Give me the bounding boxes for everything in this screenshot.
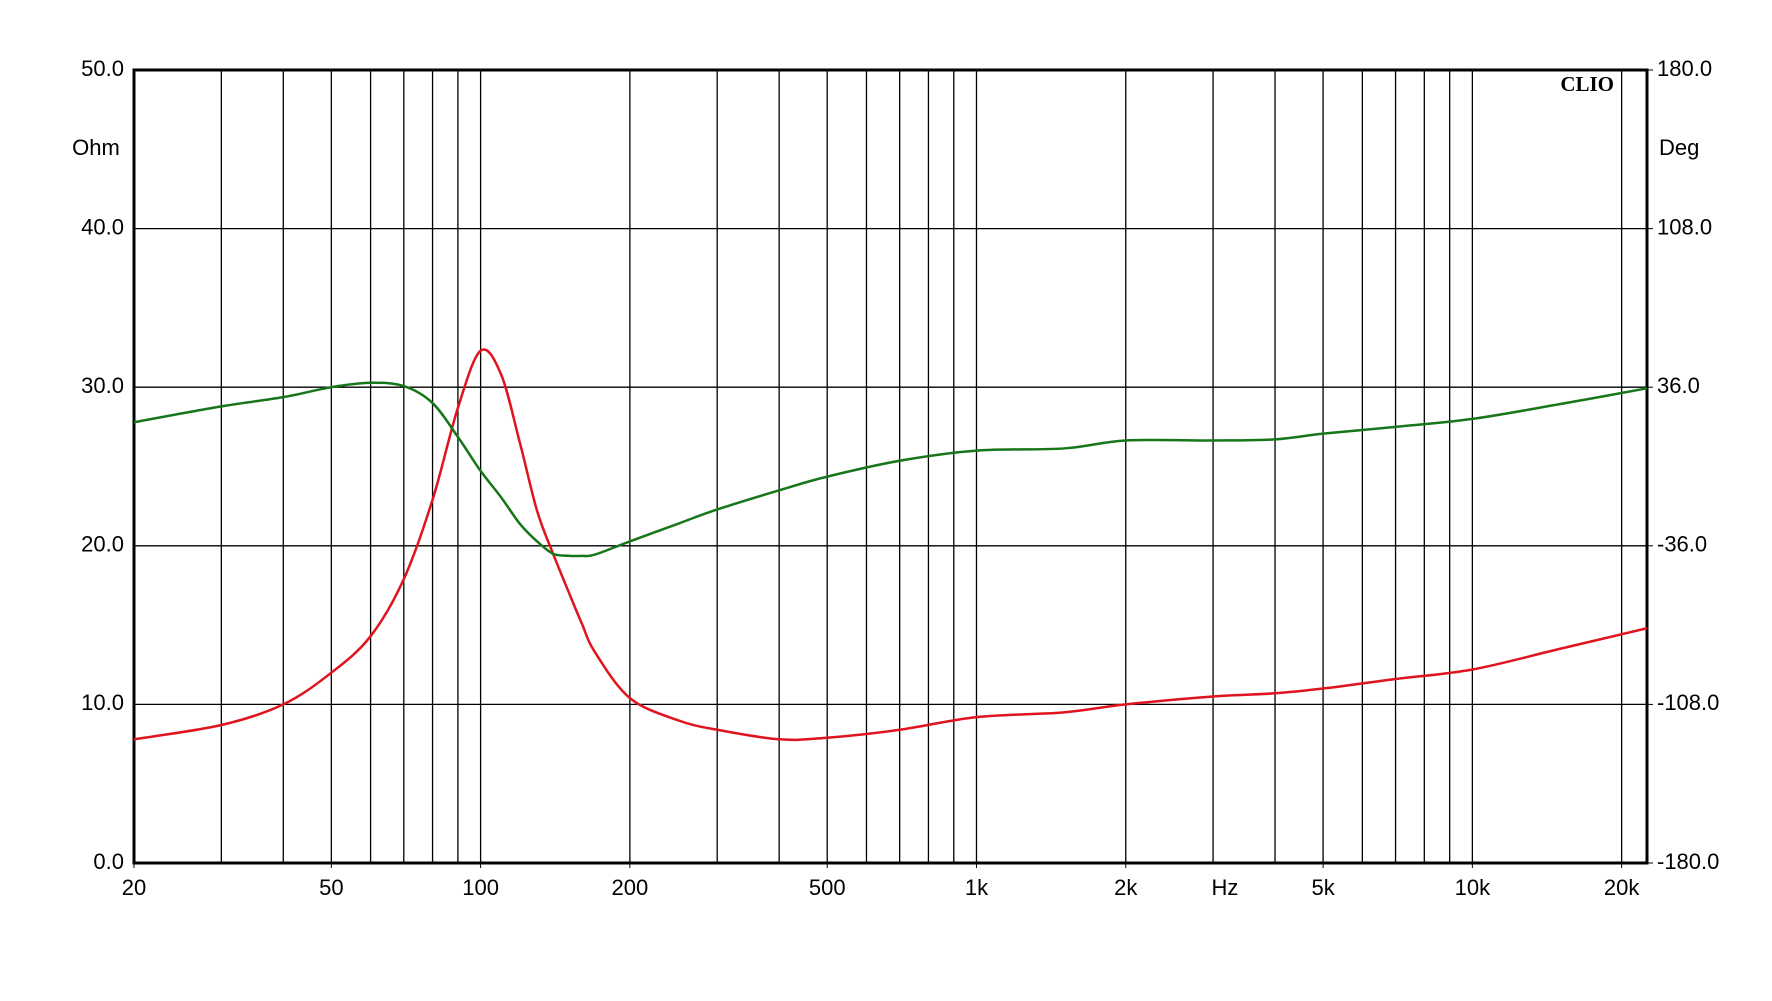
y2-tick-label: 180.0: [1657, 56, 1712, 81]
y-tick-label: 20.0: [81, 532, 124, 557]
x-tick-label: 50: [319, 875, 343, 900]
x-axis-label: Hz: [1212, 875, 1239, 900]
x-tick-label: 200: [612, 875, 649, 900]
x-tick-label: 1k: [965, 875, 989, 900]
y2-tick-label: 108.0: [1657, 214, 1712, 239]
y2-axis-label: Deg: [1659, 135, 1699, 160]
x-tick-label: 10k: [1455, 875, 1491, 900]
x-tick-label: 20k: [1604, 875, 1640, 900]
y-tick-label: 40.0: [81, 214, 124, 239]
watermark: CLIO: [1560, 72, 1614, 96]
x-tick-label: 500: [809, 875, 846, 900]
y-tick-label: 50.0: [81, 56, 124, 81]
y-tick-label: 10.0: [81, 690, 124, 715]
plot-frame: [132, 68, 1649, 865]
y-tick-label: 30.0: [81, 373, 124, 398]
y-tick-label: 0.0: [93, 849, 124, 874]
x-tick-label: 100: [462, 875, 499, 900]
y-axis-label: Ohm: [72, 135, 120, 160]
y2-tick-label: -36.0: [1657, 532, 1707, 557]
y2-tick-label: 36.0: [1657, 373, 1700, 398]
x-tick-label: 2k: [1114, 875, 1138, 900]
y2-tick-label: -108.0: [1657, 690, 1719, 715]
x-tick-label: 20: [122, 875, 146, 900]
y2-tick-label: -180.0: [1657, 849, 1719, 874]
x-tick-label: 5k: [1311, 875, 1335, 900]
series-line: [133, 348, 1648, 742]
series-line: [133, 381, 1648, 558]
